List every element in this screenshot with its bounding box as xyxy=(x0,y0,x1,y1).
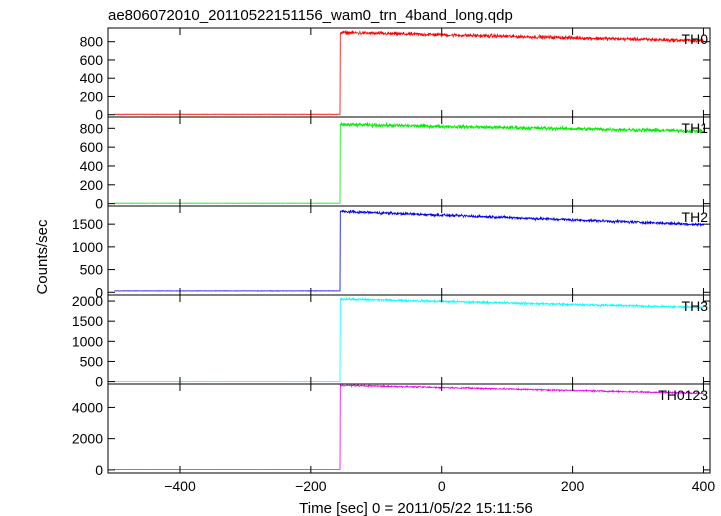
series-line-th0 xyxy=(114,29,704,115)
panel-label-th2: TH2 xyxy=(682,209,709,225)
x-tick-label: 200 xyxy=(561,478,585,494)
panel-th0: 0 200 400 600 800 TH0 xyxy=(80,27,711,123)
panel-frame xyxy=(107,116,711,207)
panel-th2: 0 500 1000 1500 TH2 xyxy=(72,205,711,300)
x-tick-label: 400 xyxy=(692,478,716,494)
y-tick-label: 200 xyxy=(80,88,104,104)
y-tick-label: 4000 xyxy=(72,399,103,415)
y-tick-label: 800 xyxy=(80,34,104,50)
panel-frame xyxy=(107,205,711,296)
panel-th0123: 0 2000 4000 TH0123 xyxy=(72,383,711,478)
y-tick-label: 400 xyxy=(80,158,104,174)
panel-label-th0123: TH0123 xyxy=(658,387,708,403)
y-tick-label: 0 xyxy=(95,107,103,123)
y-tick-label: 600 xyxy=(80,52,104,68)
series-line-th0123 xyxy=(114,383,704,470)
y-tick-label: 1500 xyxy=(72,313,103,329)
panel-th1: 0 200 400 600 800 TH1 xyxy=(80,116,711,212)
panel-frame xyxy=(107,27,711,118)
series-line-th3 xyxy=(114,296,704,382)
panel-frame xyxy=(107,383,711,474)
y-tick-label: 400 xyxy=(80,70,104,86)
panel-label-th1: TH1 xyxy=(682,120,709,136)
y-tick-label: 1500 xyxy=(72,216,103,232)
x-axis-label: Time [sec] 0 = 2011/05/22 15:11:56 xyxy=(299,500,533,516)
y-tick-label: 1000 xyxy=(72,333,103,349)
y-tick-label: 200 xyxy=(80,177,104,193)
y-tick-label: 2000 xyxy=(72,293,103,309)
series-line-th1 xyxy=(114,121,704,204)
panels-group: 0 200 400 600 800 TH0 0 200 400 600 800 TH1 0 500 1000… xyxy=(72,27,716,494)
y-tick-label: 0 xyxy=(95,462,103,478)
y-tick-label: 500 xyxy=(80,353,104,369)
panel-frame xyxy=(107,294,711,385)
chart-title: ae806072010_20110522151156_wam0_trn_4ban… xyxy=(108,7,513,24)
series-line-th2 xyxy=(114,209,704,292)
panel-label-th0: TH0 xyxy=(682,31,709,47)
panel-th3: 0 500 1000 1500 2000 TH3 xyxy=(72,293,711,390)
x-tick-label: −400 xyxy=(164,478,196,494)
y-tick-label: 800 xyxy=(80,120,104,136)
y-tick-label: 1000 xyxy=(72,239,103,255)
panel-label-th3: TH3 xyxy=(682,298,709,314)
y-tick-label: 2000 xyxy=(72,431,103,447)
x-tick-label: 0 xyxy=(438,478,446,494)
y-tick-label: 0 xyxy=(95,196,103,212)
y-tick-label: 600 xyxy=(80,139,104,155)
y-tick-label: 0 xyxy=(95,284,103,300)
y-tick-label: 500 xyxy=(80,262,104,278)
y-axis-label: Counts/sec xyxy=(34,219,51,295)
x-tick-label: −200 xyxy=(295,478,327,494)
y-tick-label: 0 xyxy=(95,374,103,390)
